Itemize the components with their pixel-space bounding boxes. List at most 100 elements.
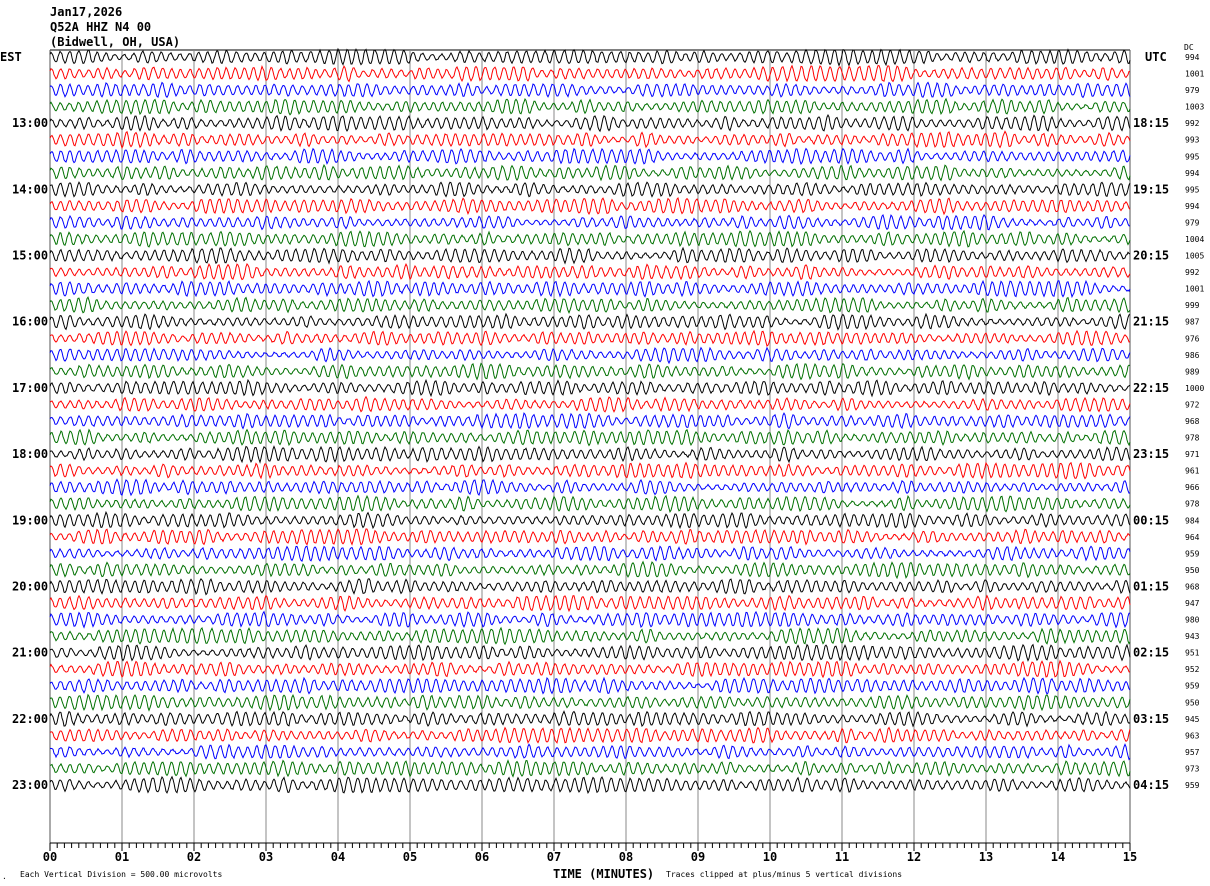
x-tick-label: 10: [763, 850, 777, 864]
seismic-trace: [49, 362, 1131, 381]
seismic-trace: [49, 312, 1131, 331]
est-time-label: 18:00: [12, 447, 48, 461]
est-time-label: 22:00: [12, 712, 48, 726]
dc-offset-value: 972: [1185, 400, 1200, 409]
station-label: Q52A HHZ N4 00: [50, 20, 151, 34]
dc-offset-value: 971: [1185, 450, 1200, 459]
seismic-trace: [49, 412, 1131, 430]
seismic-trace: [49, 775, 1131, 794]
dc-offset-value: 959: [1185, 682, 1200, 691]
dc-offset-value: 980: [1185, 616, 1200, 625]
dc-offset-value: 966: [1185, 483, 1200, 492]
x-tick-label: 08: [619, 850, 633, 864]
est-label: EST: [0, 50, 22, 64]
x-axis-title: TIME (MINUTES): [553, 867, 654, 881]
utc-time-label: 04:15: [1133, 778, 1169, 792]
seismic-trace: [49, 147, 1131, 165]
dc-offset-value: 961: [1185, 467, 1200, 476]
est-time-label: 15:00: [12, 249, 48, 263]
utc-time-label: 01:15: [1133, 579, 1169, 593]
seismic-trace: [49, 213, 1131, 231]
utc-time-label: 18:15: [1133, 116, 1169, 130]
seismic-trace: [49, 693, 1131, 712]
dc-offset-value: 995: [1185, 152, 1200, 161]
x-tick-label: 07: [547, 850, 561, 864]
dc-offset-value: 984: [1185, 516, 1200, 525]
dc-offset-value: 989: [1185, 367, 1200, 376]
seismic-trace: [49, 64, 1131, 83]
est-time-label: 13:00: [12, 116, 48, 130]
seismic-trace: [49, 329, 1131, 347]
dc-offset-value: 947: [1185, 599, 1200, 608]
utc-time-label: 22:15: [1133, 381, 1169, 395]
dc-offset-value: 1000: [1185, 384, 1204, 393]
x-tick-label: 05: [403, 850, 417, 864]
dc-offset-value: 978: [1185, 434, 1200, 443]
location-label: (Bidwell, OH, USA): [50, 35, 180, 49]
seismic-trace: [49, 626, 1131, 646]
est-time-label: 17:00: [12, 381, 48, 395]
seismic-trace: [49, 643, 1131, 662]
seismic-trace: [49, 445, 1131, 464]
seismic-trace: [49, 726, 1131, 744]
dc-offset-value: 959: [1185, 781, 1200, 790]
est-time-label: 20:00: [12, 579, 48, 593]
seismic-trace: [49, 246, 1131, 265]
seismic-trace: [49, 47, 1131, 67]
seismic-trace: [49, 114, 1131, 133]
seismic-trace: [49, 229, 1131, 248]
dc-offset-value: 987: [1185, 318, 1200, 327]
dc-offset-value: 943: [1185, 632, 1200, 641]
x-tick-label: 12: [907, 850, 921, 864]
dc-offset-value: 992: [1185, 119, 1200, 128]
seismic-trace: [49, 97, 1131, 116]
dc-offset-value: 994: [1185, 202, 1200, 211]
dc-offset-value: 994: [1185, 53, 1200, 62]
seismic-trace: [49, 710, 1131, 728]
dc-offset-value: 945: [1185, 715, 1200, 724]
dc-offset-value: 978: [1185, 500, 1200, 509]
x-tick-label: 04: [331, 850, 345, 864]
dc-offset-value: 1001: [1185, 70, 1204, 79]
seismic-trace: [49, 494, 1131, 513]
utc-time-label: 23:15: [1133, 447, 1169, 461]
seismic-trace: [49, 163, 1131, 182]
date-label: Jan17,2026: [50, 5, 122, 19]
utc-time-label: 20:15: [1133, 249, 1169, 263]
seismic-trace: [49, 263, 1131, 281]
seismic-trace: [49, 378, 1131, 398]
seismic-trace: [49, 428, 1131, 447]
dc-offset-value: 950: [1185, 698, 1200, 707]
dc-offset-value: 968: [1185, 582, 1200, 591]
seismic-trace: [49, 578, 1131, 596]
seismic-trace: [49, 510, 1131, 530]
dc-offset-value: 1001: [1185, 285, 1204, 294]
dc-offset-value: 976: [1185, 334, 1200, 343]
scale-note: Each Vertical Division = 500.00 microvol…: [20, 870, 222, 879]
x-tick-label: 01: [115, 850, 129, 864]
seismic-trace: [49, 594, 1131, 613]
seismic-trace: [49, 676, 1131, 695]
seismic-trace: [49, 130, 1131, 149]
seismic-trace: [49, 528, 1131, 546]
est-time-label: 16:00: [12, 315, 48, 329]
x-tick-label: 11: [835, 850, 849, 864]
seismic-trace: [49, 610, 1131, 629]
dc-offset-value: 951: [1185, 649, 1200, 658]
est-time-label: 19:00: [12, 513, 48, 527]
utc-label: UTC: [1145, 50, 1167, 64]
x-tick-label: 06: [475, 850, 489, 864]
seismic-trace: [49, 461, 1131, 480]
dc-offset-value: 952: [1185, 665, 1200, 674]
seismic-trace: [49, 296, 1131, 314]
dc-offset-value: 959: [1185, 549, 1200, 558]
dc-offset-value: 968: [1185, 417, 1200, 426]
dc-offset-value: 979: [1185, 218, 1200, 227]
dc-offset-value: 964: [1185, 533, 1200, 542]
dc-offset-value: 963: [1185, 731, 1200, 740]
dc-offset-value: 994: [1185, 169, 1200, 178]
x-tick-label: 00: [43, 850, 57, 864]
seismic-trace: [49, 759, 1131, 778]
dc-offset-value: 992: [1185, 268, 1200, 277]
dc-offset-value: 1003: [1185, 103, 1204, 112]
